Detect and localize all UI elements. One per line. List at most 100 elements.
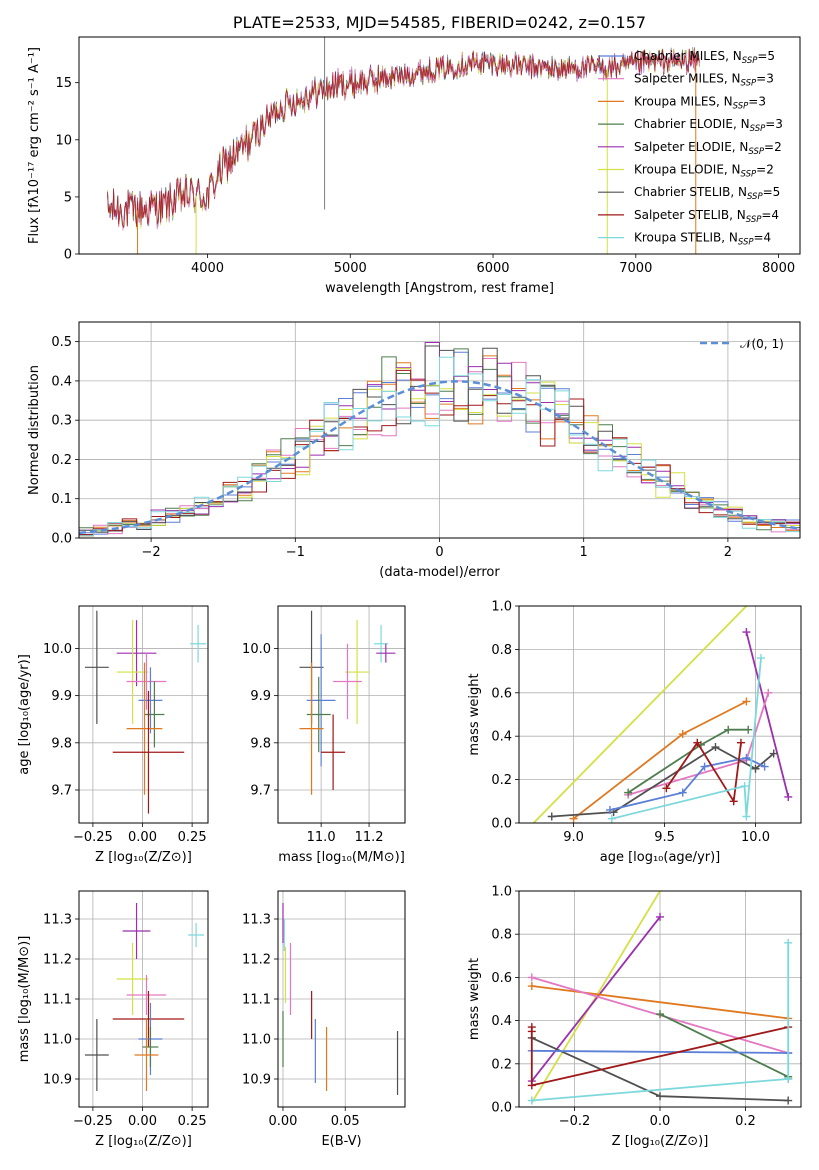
- x-tick-label: 7000: [619, 261, 652, 276]
- y-axis-label: mass [log₁₀(M/M⊙)]: [17, 936, 32, 1063]
- hist-step-kroupa-stelib: [79, 356, 800, 538]
- y-tick-label: 10.0: [242, 642, 271, 657]
- plot-area: [107, 37, 700, 254]
- y-tick-label: 9.7: [250, 783, 271, 798]
- errorbar-kroupa-stelib: [188, 923, 205, 947]
- legend-label: Chabrier ELODIE, NSSP=3: [634, 117, 783, 134]
- legend-count: =2: [764, 140, 782, 154]
- legend-subscript: SSP: [741, 170, 757, 180]
- x-tick-label: 11.0: [307, 830, 336, 845]
- mw-marker: [760, 762, 769, 771]
- mw-marker: [724, 725, 733, 734]
- y-tick-label: 5: [64, 190, 72, 205]
- y-tick-label: 0.8: [491, 643, 512, 658]
- y-tick-label: 9.9: [250, 689, 271, 704]
- y-axis-label: mass weight: [467, 958, 482, 1040]
- mw-marker: [678, 730, 687, 739]
- mw-marker: [784, 1074, 793, 1083]
- errorbar-kroupa-miles: [134, 1019, 159, 1091]
- x-tick-label: 0: [435, 545, 443, 560]
- legend-name: Chabrier ELODIE, N: [634, 117, 750, 131]
- legend-name: Kroupa MILES, N: [634, 94, 733, 108]
- legend-item-kroupa-stelib: Kroupa STELIB, NSSP=4: [598, 231, 771, 248]
- x-tick-label: 10.0: [741, 830, 770, 845]
- mw-series-kroupa-stelib: [527, 938, 793, 1105]
- axes-frame: [78, 605, 209, 824]
- mw-marker: [624, 788, 633, 797]
- legend-item-salpeter-stelib: Salpeter STELIB, NSSP=4: [598, 208, 779, 225]
- mw-marker: [742, 812, 751, 821]
- x-tick-label: 9.5: [654, 830, 675, 845]
- x-tick-label: −1: [286, 545, 305, 560]
- x-axis-label: E(B-V): [321, 1134, 361, 1149]
- errorbar-salpeter-elodie: [122, 903, 151, 959]
- mw-marker: [678, 788, 687, 797]
- x-tick-label: 8000: [762, 261, 795, 276]
- legend-item-kroupa-elodie: Kroupa ELODIE, NSSP=2: [598, 163, 774, 180]
- legend-count: =5: [757, 49, 775, 63]
- mw-marker: [784, 792, 793, 801]
- legend-name: Kroupa ELODIE, N: [634, 163, 741, 177]
- y-tick-label: 11.2: [43, 953, 72, 968]
- y-tick-label: 10.9: [242, 1073, 271, 1088]
- legend-name: Kroupa STELIB, N: [634, 231, 738, 245]
- mw-marker: [605, 805, 614, 814]
- legend-count: =4: [761, 208, 779, 222]
- y-tick-label: 9.8: [51, 736, 72, 751]
- x-tick-label: 6000: [476, 261, 509, 276]
- plot-area: [79, 342, 800, 538]
- mw-marker: [662, 784, 671, 793]
- legend-subscript: SSP: [741, 79, 757, 89]
- y-axis-label: Normed distribution: [27, 365, 42, 495]
- mw-marker: [656, 1092, 664, 1101]
- panel-mass_vs_Z: −0.25 0.00 0.25 10.9 11.0 11.1 11.2 11.3 Z [log₁…: [17, 890, 209, 1149]
- panel-residual_hist: −2 −1 0 1 2 0.0 0.1 0.2 0.3 0.4 0.5 (data-model)/er…: [27, 321, 801, 580]
- mw-line: [665, 741, 742, 804]
- mw-line: [611, 658, 762, 820]
- x-axis-label: (data-model)/error: [379, 565, 500, 580]
- legend-subscript: SSP: [750, 124, 766, 134]
- y-tick-label: 0.8: [491, 928, 512, 943]
- mw-marker: [711, 743, 720, 752]
- mw-series-kroupa-elodie: [532, 606, 748, 823]
- y-axis-label: mass weight: [467, 673, 482, 755]
- x-axis-label: Z [log₁₀(Z/Z⊙)]: [612, 1134, 709, 1149]
- y-tick-label: 10: [55, 133, 72, 148]
- x-tick-label: 0.25: [178, 830, 207, 845]
- mw-marker: [656, 912, 664, 921]
- y-tick-label: 9.8: [250, 736, 271, 751]
- x-tick-label: 5000: [334, 261, 367, 276]
- x-tick-label: 0.25: [178, 1114, 207, 1129]
- errorbar-salpeter-miles: [126, 975, 167, 1015]
- panel-age_vs_mass: 11.0 11.2 9.7 9.8 9.9 10.0 mass [log₁₀(M/M⊙)]: [242, 605, 406, 865]
- axes-frame: [78, 890, 209, 1108]
- mw-marker: [751, 764, 760, 773]
- y-tick-label: 0.1: [51, 492, 72, 507]
- legend-count: =3: [756, 72, 774, 86]
- x-axis-label: Z [log₁₀(Z/Z⊙)]: [95, 1134, 192, 1149]
- legend-label: 𝒩(0, 1): [740, 337, 784, 351]
- x-tick-label: 0.00: [269, 1114, 298, 1129]
- mw-line: [531, 985, 789, 1020]
- mw-marker: [527, 1096, 536, 1105]
- mw-marker: [769, 749, 778, 758]
- y-tick-label: 1.0: [491, 600, 512, 615]
- legend-item-chabrier-stelib: Chabrier STELIB, NSSP=5: [598, 185, 780, 202]
- panel-mass_vs_EBV: 0.00 0.05 10.9 11.0 11.1 11.2 11.3 E(B-V): [242, 890, 406, 1149]
- x-tick-label: −0.25: [73, 830, 113, 845]
- errorbar-salpeter-stelib: [112, 991, 185, 1047]
- plot-area: [299, 610, 396, 795]
- y-axis-label: Flux [fλ10⁻¹⁷ erg cm⁻² s⁻¹ A⁻¹]: [27, 47, 42, 244]
- mw-marker: [764, 688, 773, 697]
- y-tick-label: 11.3: [242, 913, 271, 928]
- legend-item-kroupa-miles: Kroupa MILES, NSSP=3: [598, 94, 766, 111]
- legend-name: Chabrier STELIB, N: [634, 185, 747, 199]
- legend-name: Salpeter MILES, N: [634, 72, 741, 86]
- errorbar-chabrier-elodie: [144, 681, 165, 748]
- axes-frame: [277, 605, 406, 824]
- y-tick-label: 0.0: [491, 1101, 512, 1116]
- mw-marker: [693, 738, 702, 747]
- mw-series-chabrier-stelib: [547, 743, 778, 821]
- mw-marker: [547, 812, 556, 821]
